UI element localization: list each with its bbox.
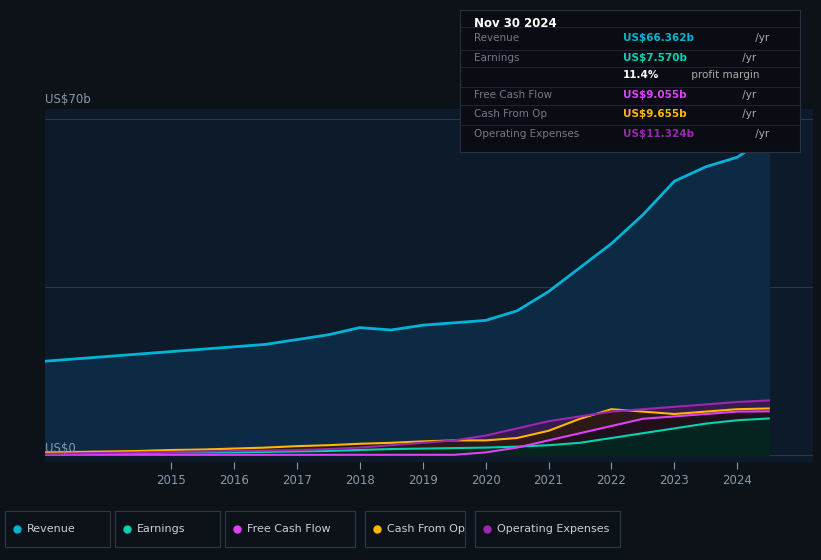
Text: /yr: /yr (740, 109, 757, 119)
Text: US$9.055b: US$9.055b (623, 90, 687, 100)
Text: Cash From Op: Cash From Op (387, 524, 465, 534)
Text: /yr: /yr (752, 129, 769, 138)
Text: US$0: US$0 (45, 442, 76, 455)
Text: 11.4%: 11.4% (623, 71, 659, 80)
Text: US$70b: US$70b (45, 94, 91, 106)
Text: /yr: /yr (752, 34, 769, 44)
Text: Cash From Op: Cash From Op (474, 109, 547, 119)
Text: Operating Expenses: Operating Expenses (497, 524, 609, 534)
Text: Earnings: Earnings (137, 524, 186, 534)
Text: US$66.362b: US$66.362b (623, 34, 695, 44)
Text: /yr: /yr (740, 90, 757, 100)
Text: US$9.655b: US$9.655b (623, 109, 687, 119)
Bar (115, 511, 220, 547)
Text: Operating Expenses: Operating Expenses (474, 129, 579, 138)
Bar (365, 511, 465, 547)
Text: Free Cash Flow: Free Cash Flow (247, 524, 331, 534)
Text: Earnings: Earnings (474, 53, 519, 63)
Text: /yr: /yr (740, 53, 757, 63)
Text: US$11.324b: US$11.324b (623, 129, 695, 138)
Bar (475, 511, 620, 547)
Text: Revenue: Revenue (27, 524, 76, 534)
Bar (225, 511, 355, 547)
Bar (5, 511, 110, 547)
Text: profit margin: profit margin (688, 71, 759, 80)
Text: US$7.570b: US$7.570b (623, 53, 687, 63)
Text: Free Cash Flow: Free Cash Flow (474, 90, 552, 100)
Text: Nov 30 2024: Nov 30 2024 (474, 17, 557, 30)
Text: Revenue: Revenue (474, 34, 519, 44)
